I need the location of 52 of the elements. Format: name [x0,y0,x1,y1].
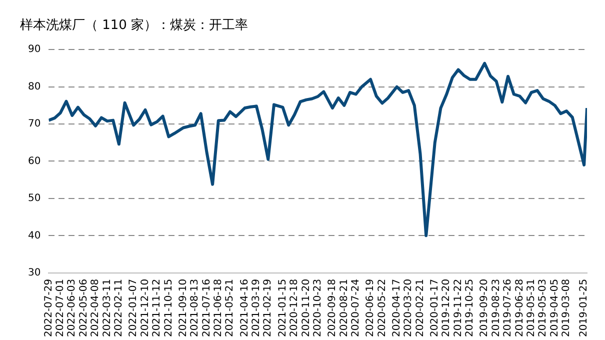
x-tick-label: 2022-02-11 [114,278,125,338]
x-tick-label: 2021-01-15 [277,278,288,338]
x-tick-label: 2021-04-16 [239,278,250,338]
y-tick-label: 30 [28,267,41,278]
x-tick-label: 2022-07-01 [55,278,66,338]
x-tick-label: 2020-10-23 [312,278,324,338]
y-tick-label: 70 [28,118,41,130]
y-tick-label: 60 [28,156,41,167]
x-tick-label: 2020-09-18 [327,278,338,338]
x-tick-label: 2022-07-29 [43,278,54,338]
x-tick-label: 2021-06-18 [212,278,224,338]
x-tick-label: 2020-12-18 [289,278,300,338]
x-tick-label: 2021-10-15 [163,278,174,338]
x-tick-label: 2022-01-07 [128,278,140,338]
x-tick-label: 2021-12-10 [140,278,151,338]
x-tick-label: 2021-11-12 [152,278,163,338]
x-tick-label: 2019-12-20 [441,278,452,338]
chart-title: 样本洗煤厂（ 110 家）：煤炭：开工率 [20,17,248,34]
x-tick-label: 2022-03-11 [102,278,113,338]
x-tick-label: 2021-03-19 [251,278,262,338]
x-tick-label: 2021-08-13 [190,278,201,338]
x-tick-label: 2019-08-23 [490,278,502,338]
x-tick-label: 2022-06-03 [66,278,78,338]
x-tick-label: 2021-07-16 [201,278,212,338]
x-tick-label: 2020-03-20 [403,278,414,338]
x-tick-label: 2020-04-17 [391,278,402,338]
x-tick-label: 2022-05-06 [78,278,90,338]
x-tick-label: 2019-09-20 [479,278,490,338]
x-tick-label: 2019-06-28 [514,278,526,338]
y-tick-label: 40 [28,230,41,242]
x-tick-label: 2021-02-19 [262,278,274,338]
x-tick-label: 2019-03-08 [561,278,572,338]
x-tick-label: 2020-08-21 [338,278,350,338]
x-tick-label: 2019-05-03 [538,278,549,338]
x-tick-label: 2019-01-25 [578,278,590,338]
x-tick-label: 2021-05-21 [224,278,236,338]
x-tick-label: 2019-10-25 [464,278,476,338]
x-tick-label: 2021-09-10 [178,278,189,338]
y-tick-label: 50 [28,193,41,204]
x-tick-label: 2020-01-17 [429,278,440,338]
x-tick-label: 2020-06-19 [365,278,376,338]
x-tick-label: 2019-04-05 [549,278,560,338]
x-tick-label: 2022-04-08 [90,278,102,338]
y-tick-label: 90 [28,44,41,56]
y-tick-label: 80 [28,81,41,92]
x-tick-label: 2020-07-24 [350,278,362,338]
x-tick-label: 2020-02-21 [414,278,426,338]
x-tick-label: 2020-11-20 [300,278,312,338]
x-tick-label: 2019-07-26 [502,278,514,338]
x-tick-label: 2020-05-22 [376,278,388,338]
x-tick-label: 2019-05-31 [526,278,538,338]
x-tick-label: 2019-11-22 [452,278,464,338]
